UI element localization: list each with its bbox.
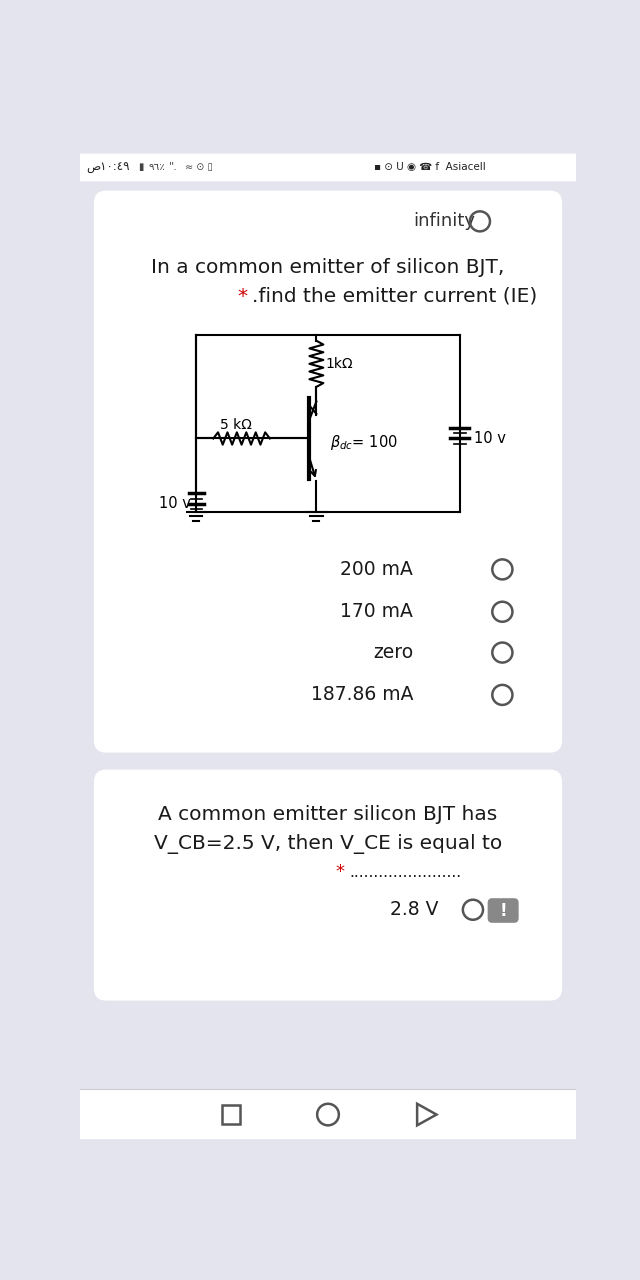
Text: 5 kΩ: 5 kΩ xyxy=(220,417,252,431)
FancyBboxPatch shape xyxy=(488,899,518,923)
Text: ▮: ▮ xyxy=(138,163,143,173)
Text: 10 v: 10 v xyxy=(159,497,191,512)
Text: .......................: ....................... xyxy=(349,864,462,879)
Text: A common emitter silicon BJT has: A common emitter silicon BJT has xyxy=(158,805,498,824)
Text: In a common emitter of silicon BJT,: In a common emitter of silicon BJT, xyxy=(151,259,505,276)
Text: V_CB=2.5 V, then V_CE is equal to: V_CB=2.5 V, then V_CE is equal to xyxy=(154,833,502,854)
Text: ≈ ⊙ ▯: ≈ ⊙ ▯ xyxy=(184,163,212,173)
Text: ▪ ⊙ U ◉ ☎ f  Asiacell: ▪ ⊙ U ◉ ☎ f Asiacell xyxy=(374,163,486,173)
Text: .find the emitter current (IE): .find the emitter current (IE) xyxy=(252,287,538,306)
Text: *: * xyxy=(238,287,255,306)
Text: $\beta_{dc}$= 100: $\beta_{dc}$= 100 xyxy=(330,433,398,452)
FancyBboxPatch shape xyxy=(80,1089,576,1139)
Text: zero: zero xyxy=(373,643,413,662)
Text: 170 mA: 170 mA xyxy=(340,603,413,621)
FancyBboxPatch shape xyxy=(94,769,562,1001)
Text: 2.8 V: 2.8 V xyxy=(390,900,438,919)
Text: *: * xyxy=(336,863,345,881)
Text: 10 v: 10 v xyxy=(474,431,506,445)
Text: 1kΩ: 1kΩ xyxy=(326,357,353,371)
Text: 187.86 mA: 187.86 mA xyxy=(311,685,413,704)
Text: ٩٦٪: ٩٦٪ xyxy=(148,163,165,173)
FancyBboxPatch shape xyxy=(94,191,562,753)
Text: infinity: infinity xyxy=(413,212,476,230)
Text: ".: ". xyxy=(169,163,178,173)
FancyBboxPatch shape xyxy=(80,154,576,182)
Text: 200 mA: 200 mA xyxy=(340,559,413,579)
Text: ص١٠:٤٩: ص١٠:٤٩ xyxy=(86,161,130,174)
Text: !: ! xyxy=(499,901,507,919)
